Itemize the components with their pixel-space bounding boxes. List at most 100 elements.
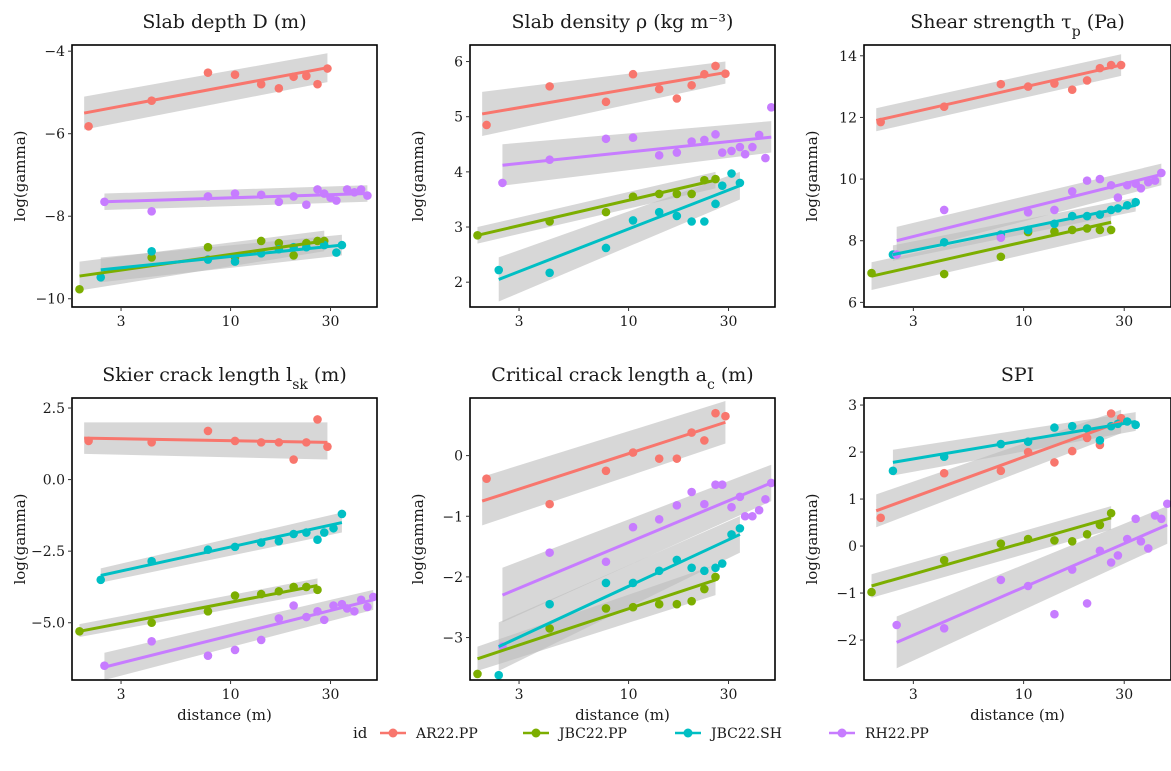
data-point [1082, 176, 1092, 185]
y-axis-label: log(gamma) [409, 493, 427, 584]
data-point [766, 103, 775, 112]
y-axis-label: log(gamma) [11, 130, 29, 221]
data-point [672, 501, 682, 510]
data-point [1095, 174, 1105, 184]
data-point [761, 153, 770, 163]
y-tick-label: 0.0 [43, 473, 65, 489]
data-point [996, 233, 1006, 242]
data-point [1023, 208, 1033, 217]
data-point [230, 189, 240, 198]
x-tick-label: 10 [222, 687, 240, 703]
chart-panel: Slab depth D (m) −10 −8 −6 −4 3 10 30 log(gamma) [11, 11, 378, 330]
data-point [1136, 537, 1146, 546]
data-point [350, 606, 359, 616]
data-point [601, 243, 611, 253]
fit-line [477, 578, 716, 661]
data-point [147, 618, 156, 628]
data-point [203, 651, 213, 660]
data-point [1067, 187, 1077, 196]
data-point [230, 257, 240, 266]
data-point [711, 572, 720, 582]
y-tick-label: −10 [35, 292, 65, 308]
data-point [654, 151, 664, 160]
x-tick-label: 30 [720, 687, 738, 703]
panel-title: Slab depth D (m) [142, 11, 306, 33]
data-point [717, 148, 727, 157]
data-point [939, 624, 949, 633]
data-point [319, 615, 329, 625]
legend-entry: AR22.PP [380, 726, 478, 742]
x-tick-label: 3 [909, 314, 918, 330]
data-point [147, 637, 156, 646]
data-point [735, 142, 745, 152]
legend-label: AR22.PP [415, 726, 478, 742]
data-point [687, 596, 696, 606]
legend-key-point [531, 728, 541, 738]
panel-border [469, 397, 776, 681]
fit-line [502, 135, 772, 167]
panel-border [863, 44, 1171, 308]
legend-key-point [837, 728, 847, 738]
data-point [717, 559, 727, 568]
x-tick-label: 10 [620, 314, 638, 330]
plot-area [473, 401, 775, 680]
y-tick-label: 2 [848, 445, 857, 461]
fit-line [892, 203, 1136, 257]
data-point [939, 205, 949, 215]
data-point [1050, 609, 1059, 619]
data-point [274, 238, 284, 248]
panel-title: Shear strength τp (Pa) [910, 11, 1125, 40]
data-point [302, 200, 311, 209]
data-point [876, 513, 885, 523]
y-tick-label: −1 [442, 509, 463, 525]
data-point [1157, 514, 1166, 524]
chart-panel: Slab density ρ (kg m⁻³) 2 3 4 5 6 3 10 30 log(gam… [409, 11, 776, 330]
y-tick-label: 6 [848, 295, 857, 311]
data-point [1150, 511, 1160, 520]
y-tick-label: 12 [839, 110, 857, 126]
data-point [754, 505, 764, 515]
data-point [203, 68, 213, 77]
data-point [700, 436, 709, 445]
y-tick-label: −1 [836, 586, 857, 602]
y-tick-label: 10 [839, 172, 857, 188]
data-point [996, 466, 1006, 476]
data-point [147, 253, 156, 262]
data-point [1067, 85, 1077, 94]
data-point [888, 466, 898, 476]
panel-title: Slab density ρ (kg m⁻³) [512, 11, 734, 33]
data-point [1050, 205, 1059, 215]
panel-title: SPI [1001, 364, 1034, 386]
data-point [203, 426, 213, 436]
panels: Slab depth D (m)−10−8−6−43 10 30log(gamma)… [11, 11, 1171, 724]
data-point [748, 142, 757, 152]
data-point [717, 181, 727, 190]
data-point [1067, 421, 1077, 431]
data-point [545, 599, 554, 609]
data-point [687, 487, 696, 497]
fit-line [104, 192, 368, 204]
y-tick-label: 8 [848, 234, 857, 250]
y-tick-label: 2.5 [43, 401, 65, 417]
data-point [274, 614, 284, 623]
data-point [289, 601, 298, 610]
data-point [1050, 458, 1059, 467]
data-point [1082, 599, 1092, 608]
y-tick-label: 14 [839, 49, 857, 65]
data-point [230, 591, 240, 600]
data-point [711, 130, 720, 139]
data-point [1113, 551, 1123, 560]
data-point [1067, 537, 1077, 546]
data-point [654, 454, 664, 463]
chart-panel: Skier crack length lsk (m) −5.0 −2.5 0.0 2.5… [11, 364, 378, 724]
legend-label: JBC22.SH [709, 726, 782, 742]
data-point [628, 133, 638, 142]
data-point [313, 185, 322, 194]
data-point [545, 82, 554, 91]
panel-border [863, 397, 1171, 681]
fit-line [896, 173, 1162, 243]
legend-entry: RH22.PP [829, 726, 929, 742]
data-point [75, 627, 84, 636]
data-point [332, 196, 341, 205]
data-point [230, 645, 240, 655]
